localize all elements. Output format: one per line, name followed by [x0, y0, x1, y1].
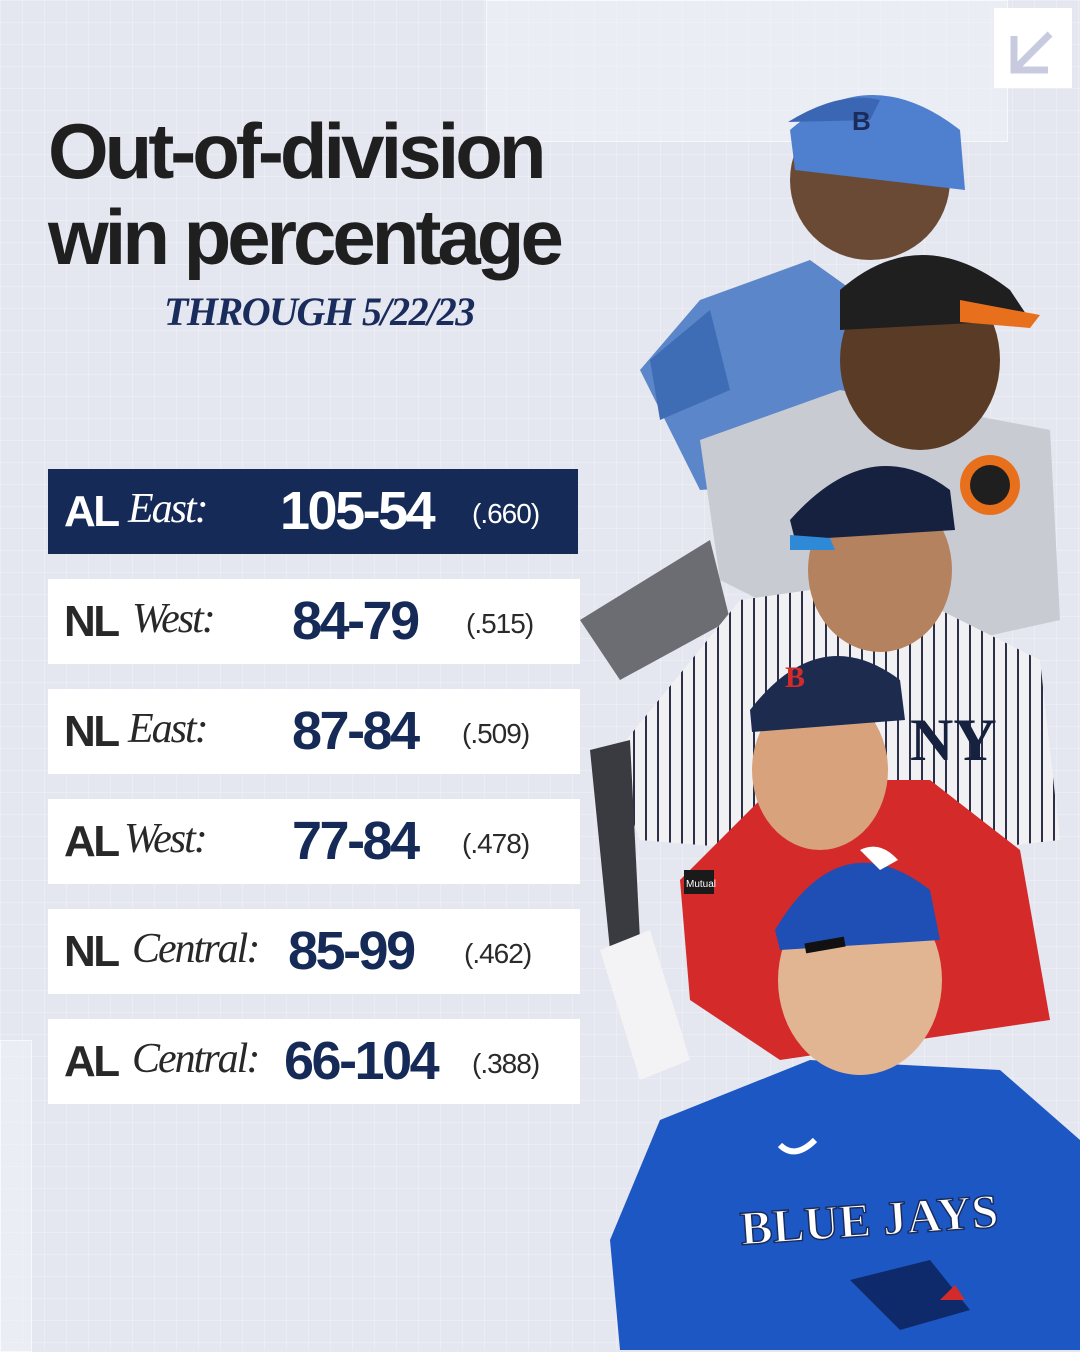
brand-logo [994, 8, 1072, 88]
win-pct-value: (.388) [472, 1048, 540, 1079]
page-title: Out-of-division win percentage [48, 108, 668, 280]
red-sox-helmet-logo: B [785, 661, 805, 694]
league-label: NL [64, 707, 120, 756]
division-label: West: [132, 596, 216, 642]
record-value: 66-104 [284, 1031, 440, 1091]
league-label: AL [64, 487, 120, 536]
standings-row: AL West: 77-84 (.478) [48, 799, 580, 884]
league-label: AL [64, 817, 120, 866]
arrow-down-left-icon [1010, 31, 1053, 74]
standings-row: AL East: 105-54 (.660) [48, 469, 578, 554]
win-pct-value: (.509) [462, 718, 530, 749]
league-label: NL [64, 597, 120, 646]
league-label: AL [64, 1037, 120, 1086]
record-value: 87-84 [292, 701, 420, 761]
yankees-logo: NY [910, 707, 997, 773]
players-photo-collage: B NY B Mutual [580, 95, 1080, 1350]
league-label: NL [64, 927, 120, 976]
record-value: 84-79 [292, 591, 420, 651]
date-subtitle: THROUGH 5/22/23 [164, 289, 475, 334]
division-label: Central: [132, 926, 260, 972]
win-pct-value: (.462) [464, 938, 532, 969]
player-blue-jays: BLUE JAYS [610, 846, 1080, 1350]
division-label: West: [124, 816, 208, 862]
win-pct-value: (.478) [462, 828, 530, 859]
win-pct-value: (.515) [466, 608, 534, 639]
rays-helmet-logo: B [852, 106, 871, 136]
title-line-1: Out-of-division [48, 107, 547, 195]
division-label: Central: [132, 1036, 260, 1082]
background-panel [0, 1040, 32, 1352]
division-label: East: [128, 486, 209, 532]
standings-row: NL West: 84-79 (.515) [48, 579, 580, 664]
win-pct-value: (.660) [472, 498, 540, 529]
standings-row: AL Central: 66-104 (.388) [48, 1019, 580, 1104]
record-value: 85-99 [288, 921, 416, 981]
standings-row: NL Central: 85-99 (.462) [48, 909, 580, 994]
record-value: 77-84 [292, 811, 420, 871]
standings-row: NL East: 87-84 (.509) [48, 689, 580, 774]
division-label: East: [128, 706, 209, 752]
sleeve-patch: Mutual [686, 879, 716, 890]
title-line-2: win percentage [48, 193, 564, 281]
record-value: 105-54 [280, 481, 436, 541]
